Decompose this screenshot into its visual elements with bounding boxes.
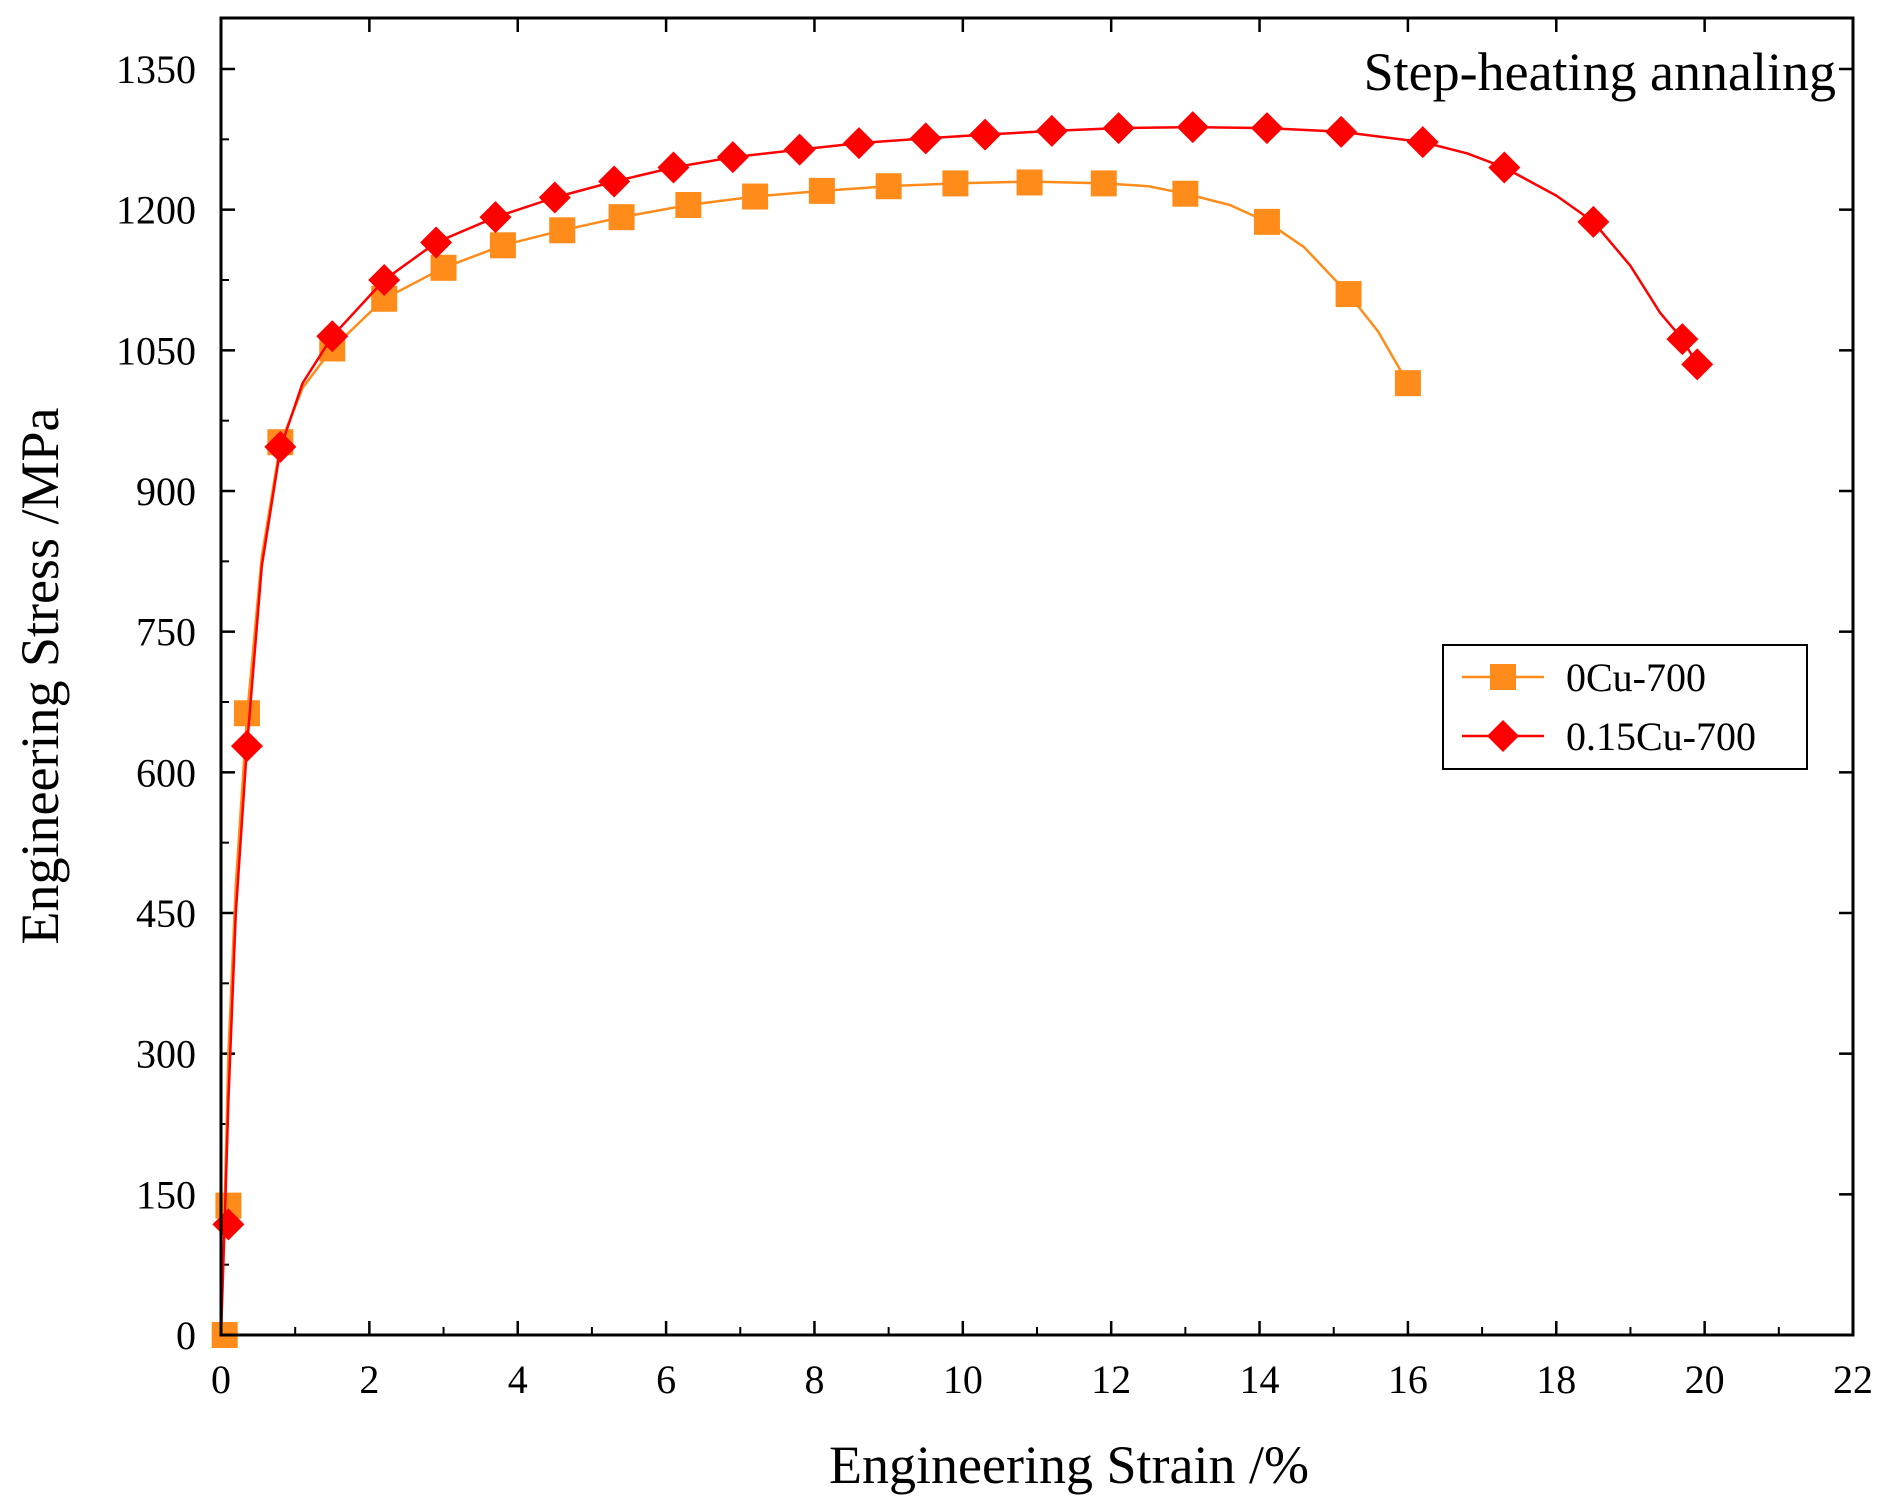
y-tick-label: 1350 bbox=[116, 47, 196, 92]
data-point-0cu-700 bbox=[1090, 170, 1117, 197]
y-tick-label: 300 bbox=[136, 1032, 196, 1077]
data-point-0-15cu-700 bbox=[716, 141, 749, 174]
x-tick-label: 0 bbox=[211, 1357, 231, 1402]
data-point-0-15cu-700 bbox=[1176, 111, 1209, 144]
legend-marker-0cu-700 bbox=[1490, 664, 1516, 690]
data-point-0-15cu-700 bbox=[1577, 205, 1610, 238]
data-point-0cu-700 bbox=[1172, 180, 1199, 207]
x-tick-label: 4 bbox=[508, 1357, 528, 1402]
series-layer bbox=[211, 111, 1714, 1348]
data-point-0cu-700 bbox=[808, 177, 835, 204]
data-point-0-15cu-700 bbox=[230, 730, 263, 763]
data-point-0-15cu-700 bbox=[368, 264, 401, 296]
legend-label-0cu-700: 0Cu-700 bbox=[1566, 655, 1706, 700]
data-point-0cu-700 bbox=[549, 217, 576, 244]
legend-label-0-15cu-700: 0.15Cu-700 bbox=[1566, 714, 1756, 759]
x-tick-label: 20 bbox=[1685, 1357, 1725, 1402]
data-point-0cu-700 bbox=[1253, 208, 1280, 235]
y-tick-label: 450 bbox=[136, 891, 196, 936]
y-axis-title: Engineering Stress /MPa bbox=[10, 408, 70, 945]
x-tick-label: 6 bbox=[656, 1357, 676, 1402]
y-tick-label: 1050 bbox=[116, 328, 196, 373]
data-point-0cu-700 bbox=[430, 254, 457, 281]
y-tick-label: 600 bbox=[136, 750, 196, 795]
series-line-0-15cu-700 bbox=[219, 125, 1699, 1336]
axes: 0 2 4 6 8 10 12 14 16 18 20 22 0 150 300 450 600 750 900 10… bbox=[116, 18, 1873, 1402]
data-point-0-15cu-700 bbox=[1488, 151, 1521, 184]
x-tick-label: 14 bbox=[1240, 1357, 1280, 1402]
data-point-0cu-700 bbox=[1335, 281, 1362, 308]
data-point-0-15cu-700 bbox=[1406, 126, 1439, 159]
data-point-0cu-700 bbox=[489, 232, 516, 259]
data-point-0-15cu-700 bbox=[1102, 112, 1135, 145]
data-point-0cu-700 bbox=[233, 700, 260, 727]
data-point-0-15cu-700 bbox=[657, 151, 690, 184]
data-point-0-15cu-700 bbox=[538, 181, 571, 214]
y-tick-label: 900 bbox=[136, 469, 196, 514]
plot-frame bbox=[219, 16, 1855, 1337]
x-tick-label: 16 bbox=[1388, 1357, 1428, 1402]
x-tick-label: 8 bbox=[804, 1357, 824, 1402]
data-point-0cu-700 bbox=[875, 173, 902, 200]
data-point-0-15cu-700 bbox=[1681, 348, 1714, 381]
y-tick-label: 0 bbox=[176, 1313, 196, 1358]
x-tick-label: 12 bbox=[1091, 1357, 1131, 1402]
data-point-0cu-700 bbox=[1016, 169, 1043, 196]
chart-annotation: Step-heating annaling bbox=[1364, 42, 1836, 102]
x-tick-label: 10 bbox=[943, 1357, 983, 1402]
x-tick-label: 22 bbox=[1833, 1357, 1873, 1402]
y-tick-label: 750 bbox=[136, 610, 196, 655]
data-point-0-15cu-700 bbox=[479, 201, 512, 234]
data-point-0-15cu-700 bbox=[264, 430, 297, 463]
data-point-0cu-700 bbox=[1394, 370, 1421, 397]
x-tick-label: 2 bbox=[359, 1357, 379, 1402]
data-point-0-15cu-700 bbox=[842, 127, 875, 160]
legend: 0Cu-700 0.15Cu-700 bbox=[1442, 644, 1808, 770]
data-point-0-15cu-700 bbox=[783, 133, 816, 166]
data-point-0-15cu-700 bbox=[969, 118, 1002, 151]
y-tick-label: 150 bbox=[136, 1172, 196, 1217]
data-point-0-15cu-700 bbox=[1666, 323, 1699, 356]
x-tick-label: 18 bbox=[1536, 1357, 1576, 1402]
data-point-0-15cu-700 bbox=[316, 320, 349, 353]
data-point-0cu-700 bbox=[608, 204, 635, 231]
data-point-0cu-700 bbox=[675, 191, 702, 218]
legend-marker-0-15cu-700 bbox=[1487, 720, 1519, 752]
data-point-0-15cu-700 bbox=[1250, 112, 1283, 145]
data-point-0-15cu-700 bbox=[598, 165, 631, 198]
y-tick-label: 1200 bbox=[116, 188, 196, 233]
data-point-0cu-700 bbox=[942, 170, 969, 197]
data-point-0-15cu-700 bbox=[1325, 115, 1358, 148]
data-point-0cu-700 bbox=[742, 183, 769, 210]
x-axis-title: Engineering Strain /% bbox=[829, 1435, 1309, 1495]
data-point-0-15cu-700 bbox=[1035, 114, 1068, 147]
data-point-0-15cu-700 bbox=[909, 122, 942, 155]
data-point-0-15cu-700 bbox=[420, 226, 453, 259]
